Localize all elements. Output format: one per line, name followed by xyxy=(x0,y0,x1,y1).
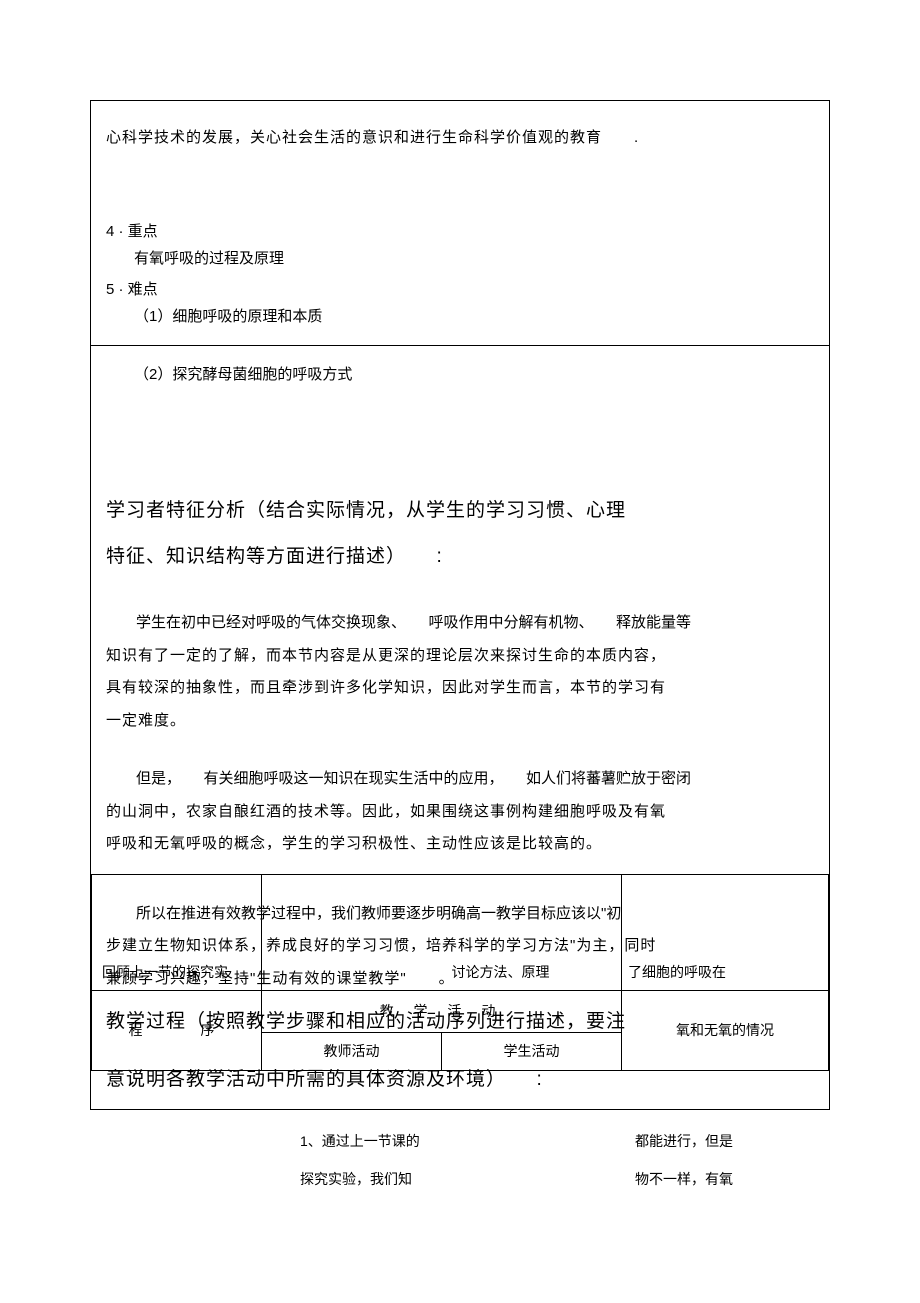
table-overlay-layer: 回顾上一节的探究实 讨论方法、原理 了细胞的呼吸在 程 序 教 学 活 动 xyxy=(91,874,829,1071)
fragment-1a: 1、通过上一节课的 xyxy=(300,1130,420,1152)
document-page: 心科学技术的发展，关心社会生活的意识和进行生命科学价值观的教育 . 4 · 重点… xyxy=(0,0,920,1260)
point-4-heading: 4 · 重点 xyxy=(106,218,814,245)
learner-para1-l2: 知识有了一定的了解，而本节内容是从更深的理论层次来探讨生命的本质内容， xyxy=(106,642,814,671)
point-5-sub1: （1）细胞呼吸的原理和本质 xyxy=(134,303,814,330)
spacer xyxy=(106,154,814,214)
cell-known: 了细胞的呼吸在 xyxy=(622,874,829,990)
cell-discuss: 讨论方法、原理 xyxy=(442,874,622,990)
header-student: 学生活动 xyxy=(442,1032,622,1070)
outer-border-box: 心科学技术的发展，关心社会生活的意识和进行生命科学价值观的教育 . 4 · 重点… xyxy=(90,100,830,1110)
section-learner-analysis: （2）探究酵母菌细胞的呼吸方式 学习者特征分析（结合实际情况，从学生的学习习惯、… xyxy=(91,346,829,874)
cell-review-text: 回顾上一节的探究实 xyxy=(102,964,228,980)
fragment-2a: 都能进行，但是 xyxy=(635,1130,733,1152)
learner-para1-l1: 学生在初中已经对呼吸的气体交换现象、 呼吸作用中分解有机物、 释放能量等 xyxy=(106,609,814,638)
table-row: 程 序 教 学 活 动 氧和无氧的情况 xyxy=(92,990,829,1032)
learner-para2-l1: 但是， 有关细胞呼吸这一知识在现实生活中的应用， 如人们将蕃薯贮放于密闭 xyxy=(106,765,814,794)
overlay-section: 所以在推进有效教学过程中，我们教师要逐步明确高一教学目标应该以"初 步建立生物知… xyxy=(91,874,829,1109)
teaching-process-table: 回顾上一节的探究实 讨论方法、原理 了细胞的呼吸在 程 序 教 学 活 动 xyxy=(91,874,829,1071)
learner-heading-line2: 特征、知识结构等方面进行描述） : xyxy=(106,534,814,580)
point-5-heading: 5 · 难点 xyxy=(106,276,814,303)
header-activity: 教 学 活 动 xyxy=(262,990,622,1032)
learner-heading-line1: 学习者特征分析（结合实际情况，从学生的学习习惯、心理 xyxy=(106,488,814,534)
header-teacher: 教师活动 xyxy=(262,1032,442,1070)
fragment-2b: 物不一样，有氧 xyxy=(635,1168,733,1190)
cell-oxygen-text: 氧和无氧的情况 xyxy=(676,1022,774,1038)
spacer xyxy=(106,388,814,488)
intro-paragraph: 心科学技术的发展，关心社会生活的意识和进行生命科学价值观的教育 . xyxy=(106,121,814,154)
cell-known-text: 了细胞的呼吸在 xyxy=(628,964,726,980)
point-5-sub2: （2）探究酵母菌细胞的呼吸方式 xyxy=(134,361,814,388)
section-objectives: 心科学技术的发展，关心社会生活的意识和进行生命科学价值观的教育 . 4 · 重点… xyxy=(91,101,829,346)
floating-text-fragments: 1、通过上一节课的 探究实验，我们知 都能进行，但是 物不一样，有氧 xyxy=(90,1110,830,1220)
cell-oxygen: 氧和无氧的情况 xyxy=(622,990,829,1070)
learner-para2-l2: 的山洞中，农家自酿红酒的技术等。因此，如果围绕这事例构建细胞呼吸及有氧 xyxy=(106,798,814,827)
point-4-content: 有氧呼吸的过程及原理 xyxy=(134,245,814,272)
spacer xyxy=(106,579,814,597)
table-row: 回顾上一节的探究实 讨论方法、原理 了细胞的呼吸在 xyxy=(92,874,829,990)
cell-discuss-text: 讨论方法、原理 xyxy=(452,964,550,980)
header-program: 程 序 xyxy=(92,990,262,1070)
learner-para1-l4: 一定难度。 xyxy=(106,707,814,736)
spacer xyxy=(106,735,814,753)
fragment-1b: 探究实验，我们知 xyxy=(300,1168,412,1190)
cell-review: 回顾上一节的探究实 xyxy=(92,874,262,990)
learner-para2-l3: 呼吸和无氧呼吸的概念，学生的学习积极性、主动性应该是比较高的。 xyxy=(106,830,814,859)
learner-para1-l3: 具有较深的抽象性，而且牵涉到许多化学知识，因此对学生而言，本节的学习有 xyxy=(106,674,814,703)
